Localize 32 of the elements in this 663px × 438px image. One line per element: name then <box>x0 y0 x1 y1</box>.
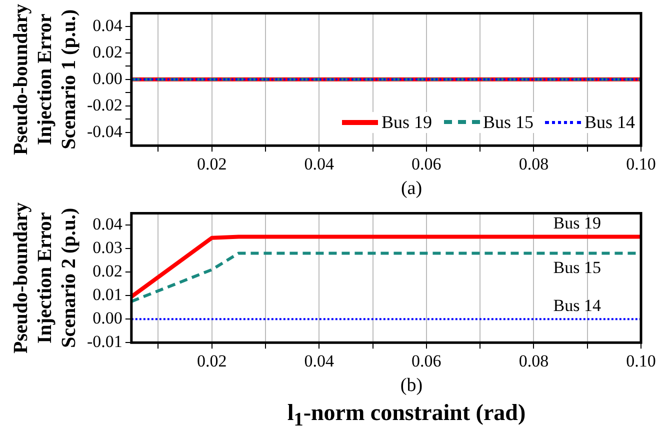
legend-label: Bus 19 <box>381 112 432 133</box>
y-axis-title: Pseudo-boundary Injection Error Scenario 1 (p.u.) <box>10 4 80 155</box>
y-tick-label: 0.00 <box>92 308 122 328</box>
y-tick-label: 0.04 <box>92 214 123 234</box>
legend-label: Bus 15 <box>482 112 534 133</box>
y-tick-label: 0.03 <box>92 238 122 257</box>
y-tick-label: 0.02 <box>92 261 122 280</box>
x-tick-label: 0.08 <box>518 154 549 174</box>
x-tick-label: 0.04 <box>304 351 335 370</box>
text: (a) <box>400 178 424 200</box>
x-axis-title: l$_{1}$-norm constraint (rad) <box>286 399 527 433</box>
x-tick-label: 0.06 <box>412 351 442 370</box>
x-tick-label: 0.08 <box>518 351 549 370</box>
series-label: Bus 15 <box>553 258 601 278</box>
x-tick-label: 0.02 <box>197 154 227 174</box>
y-tick-label: 0.00 <box>92 68 122 88</box>
x-tick-label: 0.10 <box>626 351 656 370</box>
text: (b) <box>399 375 424 397</box>
y-tick-label: -0.04 <box>86 122 123 141</box>
series-label: Bus 19 <box>553 214 601 233</box>
x-tick-label: 0.10 <box>626 154 656 174</box>
legend-label: Bus 14 <box>584 112 635 133</box>
x-tick-label: 0.04 <box>304 154 335 174</box>
y-tick-label: 0.02 <box>92 42 122 62</box>
x-tick-label: 0.02 <box>197 351 227 370</box>
series-label: Bus 14 <box>553 296 602 316</box>
y-axis-title: Pseudo-boundary Injection Error Scenario 2 (p.u.) <box>10 202 80 354</box>
y-tick-label: -0.01 <box>86 332 122 352</box>
x-tick-label: 0.06 <box>412 154 442 174</box>
y-tick-label: 0.04 <box>92 16 123 35</box>
y-tick-label: -0.02 <box>86 95 122 114</box>
y-tick-label: 0.01 <box>92 285 122 304</box>
